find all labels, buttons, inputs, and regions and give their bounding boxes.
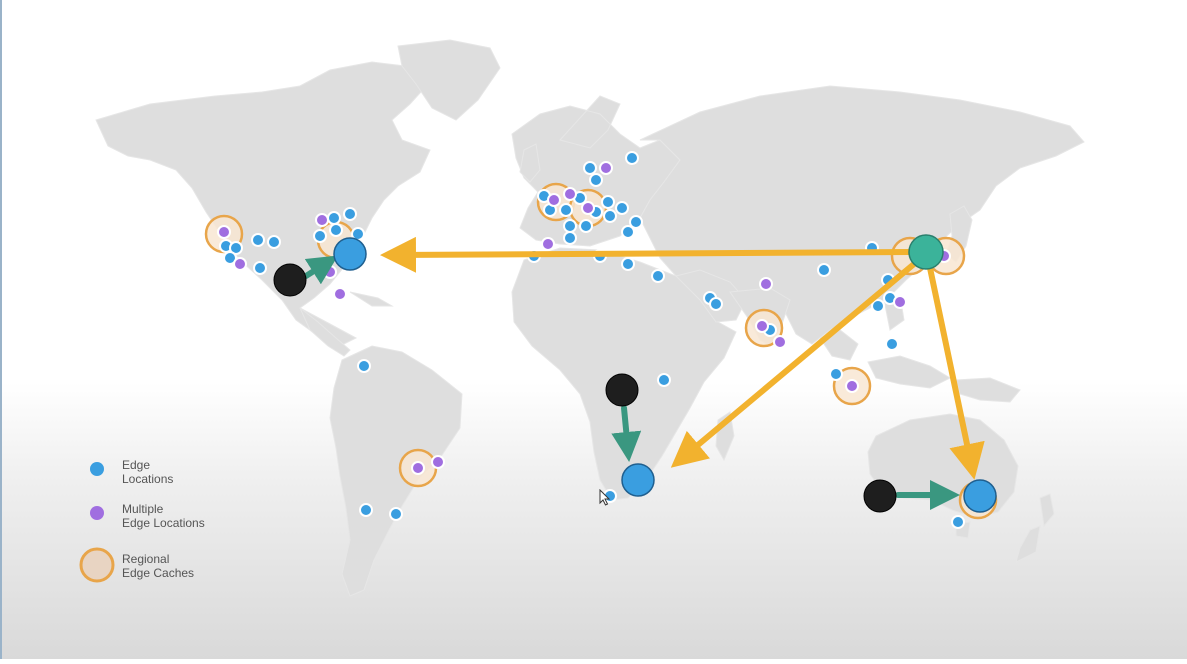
user-node-north-america bbox=[273, 263, 307, 297]
edge-location bbox=[343, 207, 357, 221]
landmass-new-zealand bbox=[1015, 493, 1055, 563]
origin-node-asia bbox=[908, 234, 944, 270]
edge-location bbox=[625, 151, 639, 165]
edge-location bbox=[615, 201, 629, 215]
multiple-edge-location bbox=[845, 379, 859, 393]
serving-edge-north-america bbox=[333, 237, 367, 271]
multiple-edge-location-legend-icon bbox=[72, 496, 122, 536]
edge-location-legend-icon bbox=[72, 452, 122, 492]
user-nodes bbox=[273, 263, 897, 513]
multiple-edge-location bbox=[233, 257, 247, 271]
replication-arrows bbox=[380, 236, 985, 480]
edge-location bbox=[603, 209, 617, 223]
landmass-north-america bbox=[95, 61, 431, 347]
edge-location bbox=[389, 507, 403, 521]
edge-location bbox=[651, 269, 665, 283]
edge-location bbox=[579, 219, 593, 233]
replication-arrow-asia-to-australia bbox=[927, 265, 985, 480]
land-masses bbox=[95, 39, 1085, 597]
replication-arrow-asia-to-south-africa bbox=[670, 261, 917, 468]
legend-row-regional-edge-caches: Regional Edge Caches bbox=[72, 546, 242, 586]
legend-label-regional-edge-caches: Regional Edge Caches bbox=[122, 552, 195, 580]
multiple-edge-location bbox=[759, 277, 773, 291]
edge-location bbox=[621, 257, 635, 271]
legend-label-edge-locations: Edge Locations bbox=[122, 458, 174, 486]
user-request-arrows bbox=[303, 255, 960, 510]
edge-location bbox=[817, 263, 831, 277]
mouse-pointer-icon bbox=[599, 488, 611, 512]
multiple-edge-location bbox=[893, 295, 907, 309]
multiple-edge-location bbox=[755, 319, 769, 333]
multiple-edge-location bbox=[217, 225, 231, 239]
edge-location bbox=[229, 241, 243, 255]
edge-location bbox=[885, 337, 899, 351]
edge-location bbox=[629, 215, 643, 229]
landmass-asia bbox=[639, 85, 1085, 345]
edge-location bbox=[251, 233, 265, 247]
multiple-edge-location bbox=[773, 335, 787, 349]
multiple-edge-location bbox=[411, 461, 425, 475]
edge-location bbox=[871, 299, 885, 313]
serving-edge-australia bbox=[963, 479, 997, 513]
edge-location bbox=[621, 225, 635, 239]
edge-location bbox=[563, 231, 577, 245]
edge-location bbox=[267, 235, 281, 249]
replication-arrow-asia-to-north-america bbox=[380, 236, 913, 273]
window-edge bbox=[0, 0, 2, 659]
regional-edge-cache-legend-icon bbox=[72, 546, 122, 586]
user-arrow-north-america bbox=[303, 255, 339, 285]
user-node-australia bbox=[863, 479, 897, 513]
user-arrow-africa bbox=[611, 405, 642, 462]
edge-location bbox=[589, 173, 603, 187]
edge-location bbox=[829, 367, 843, 381]
multiple-edge-location bbox=[315, 213, 329, 227]
multiple-edge-location bbox=[333, 287, 347, 301]
edge-location bbox=[559, 203, 573, 217]
landmass-south-america bbox=[329, 345, 463, 597]
edge-location bbox=[583, 161, 597, 175]
multiple-edge-location bbox=[541, 237, 555, 251]
user-node-africa bbox=[605, 373, 639, 407]
multiple-edge-location bbox=[581, 201, 595, 215]
edge-location bbox=[601, 195, 615, 209]
edge-location bbox=[327, 211, 341, 225]
edge-location bbox=[709, 297, 723, 311]
edge-location bbox=[313, 229, 327, 243]
multiple-edge-location bbox=[547, 193, 561, 207]
serving-edge-south-africa bbox=[621, 463, 655, 497]
edge-location bbox=[223, 251, 237, 265]
multiple-edge-location bbox=[563, 187, 577, 201]
edge-location bbox=[253, 261, 267, 275]
serving-edge-nodes bbox=[333, 237, 997, 513]
legend-row-edge-locations: Edge Locations bbox=[72, 452, 242, 492]
edge-location bbox=[951, 515, 965, 529]
multiple-edge-location bbox=[599, 161, 613, 175]
landmass-new-guinea bbox=[955, 377, 1021, 403]
edge-location bbox=[657, 373, 671, 387]
landmass-uk bbox=[519, 143, 541, 183]
legend-row-multiple-edge-locations: Multiple Edge Locations bbox=[72, 496, 242, 536]
legend-label-multiple-edge-locations: Multiple Edge Locations bbox=[122, 502, 205, 530]
edge-location bbox=[563, 219, 577, 233]
landmass-greenland bbox=[397, 39, 501, 121]
multiple-edge-location bbox=[431, 455, 445, 469]
edge-location bbox=[329, 223, 343, 237]
edge-location bbox=[359, 503, 373, 517]
landmass-central-america-caribbean bbox=[299, 291, 394, 357]
multiple-edge-location bbox=[323, 265, 337, 279]
edge-location bbox=[357, 359, 371, 373]
